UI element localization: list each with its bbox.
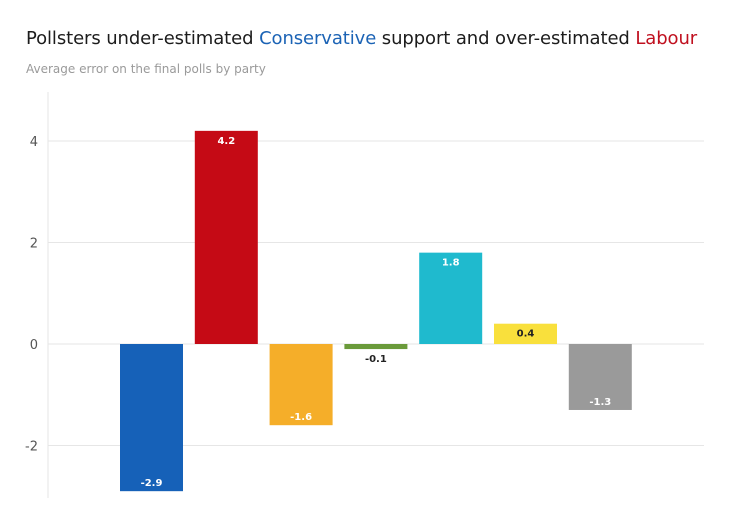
y-tick-label: -2 — [25, 440, 38, 455]
title-part-2: support and over-estimated — [376, 28, 636, 49]
bar-data-label: -2.9 — [141, 478, 163, 489]
title-part-1: Pollsters under-estimated — [26, 28, 260, 49]
y-tick-label: 4 — [30, 135, 38, 150]
bar — [494, 323, 557, 344]
bar-data-label: -1.6 — [290, 412, 312, 423]
bar — [269, 344, 333, 426]
title-highlight-conservative: Conservative — [259, 28, 377, 49]
bar — [344, 344, 408, 350]
bar-data-label: -1.3 — [589, 397, 611, 408]
y-axis: -2 0 2 4 — [25, 92, 49, 498]
bar-data-label: 1.8 — [442, 258, 460, 269]
bar-labels: -2.9 4.2 -1.6 -0.1 1.8 0.4 -1.3 — [141, 136, 612, 489]
bar-data-label: 0.4 — [517, 329, 535, 340]
chart-title: Pollsters under-estimated Conservative s… — [26, 28, 697, 49]
chart-subtitle: Average error on the final polls by part… — [26, 62, 266, 76]
y-tick-label: 2 — [30, 237, 38, 252]
bar — [120, 344, 183, 492]
bar — [419, 252, 483, 344]
title-highlight-labour: Labour — [635, 28, 698, 49]
bar-data-label: -0.1 — [365, 354, 387, 365]
bar — [194, 130, 258, 344]
bar — [568, 344, 632, 410]
bar-data-label: 4.2 — [217, 136, 235, 147]
bars — [120, 130, 632, 492]
y-tick-label: 0 — [30, 338, 38, 353]
